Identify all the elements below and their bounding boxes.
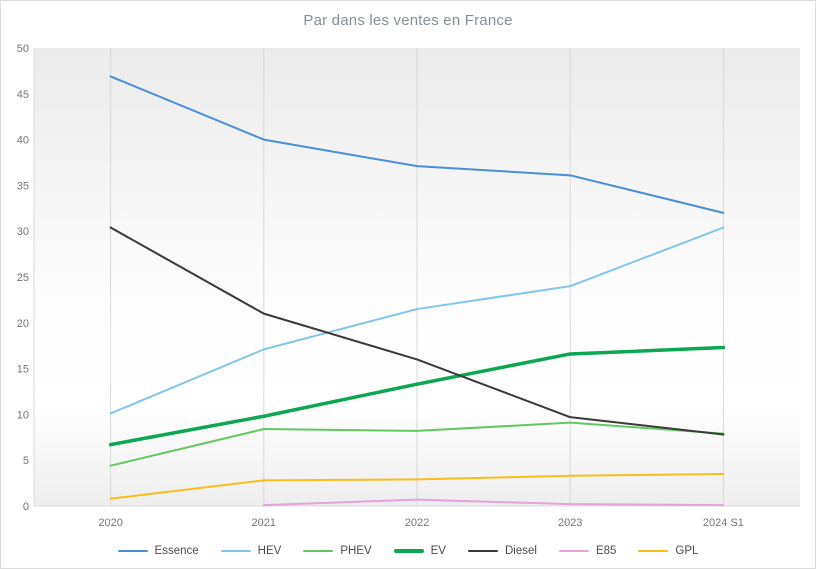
- legend-item-essence[interactable]: Essence: [117, 545, 199, 557]
- series-line-diesel: [109, 226, 725, 436]
- legend-label: E85: [595, 545, 617, 557]
- legend-label: PHEV: [340, 545, 372, 557]
- chart-legend: Essence HEV PHEV EV Diesel E85 GPL: [1, 541, 815, 561]
- y-axis-labels: 0 5 10 15 20 25 30 35 40 45 50: [17, 43, 29, 513]
- legend-item-diesel[interactable]: Diesel: [467, 545, 537, 557]
- series-line-gpl: [109, 472, 725, 500]
- svg-text:20: 20: [17, 318, 29, 330]
- legend-swatch-phev: [303, 550, 334, 552]
- legend-swatch-essence: [117, 550, 148, 552]
- series-line-hev: [109, 226, 725, 415]
- series-line-phev: [109, 421, 725, 467]
- legend-swatch-gpl: [638, 550, 669, 552]
- svg-text:2022: 2022: [405, 517, 429, 529]
- svg-text:15: 15: [17, 364, 29, 376]
- line-chart-plot: 0 5 10 15 20 25 30 35 40 45 50 2020 2021 2022 2023 2024…: [17, 43, 800, 529]
- legend-label: GPL: [675, 545, 699, 557]
- svg-text:2020: 2020: [98, 517, 122, 529]
- legend-swatch-diesel: [467, 550, 498, 552]
- svg-text:30: 30: [17, 226, 29, 238]
- svg-text:35: 35: [17, 180, 29, 192]
- svg-text:45: 45: [17, 89, 29, 101]
- legend-label: Diesel: [504, 545, 537, 557]
- legend-swatch-hev: [220, 550, 251, 552]
- svg-text:0: 0: [23, 501, 29, 513]
- svg-text:2024 S1: 2024 S1: [703, 517, 744, 529]
- legend-item-hev[interactable]: HEV: [220, 545, 282, 557]
- series-line-ev: [108, 345, 726, 447]
- svg-text:25: 25: [17, 272, 29, 284]
- svg-text:50: 50: [17, 43, 29, 55]
- svg-text:2023: 2023: [558, 517, 582, 529]
- svg-text:5: 5: [23, 455, 29, 467]
- gridlines: [33, 48, 800, 507]
- legend-swatch-e85: [558, 550, 589, 552]
- x-axis-labels: 2020 2021 2022 2023 2024 S1: [98, 517, 744, 529]
- legend-item-ev[interactable]: EV: [393, 545, 446, 557]
- legend-label: Essence: [154, 545, 199, 557]
- legend-label: HEV: [257, 545, 282, 557]
- legend-swatch-ev: [393, 549, 424, 553]
- legend-item-gpl[interactable]: GPL: [638, 545, 698, 557]
- svg-text:40: 40: [17, 135, 29, 147]
- chart-title: Par dans les ventes en France: [303, 12, 513, 29]
- legend-label: EV: [430, 545, 446, 557]
- legend-item-phev[interactable]: PHEV: [303, 545, 372, 557]
- series-line-essence: [109, 75, 725, 214]
- svg-text:2021: 2021: [252, 517, 276, 529]
- series-line-e85: [262, 498, 725, 507]
- legend-item-e85[interactable]: E85: [558, 545, 617, 557]
- svg-text:10: 10: [17, 409, 29, 421]
